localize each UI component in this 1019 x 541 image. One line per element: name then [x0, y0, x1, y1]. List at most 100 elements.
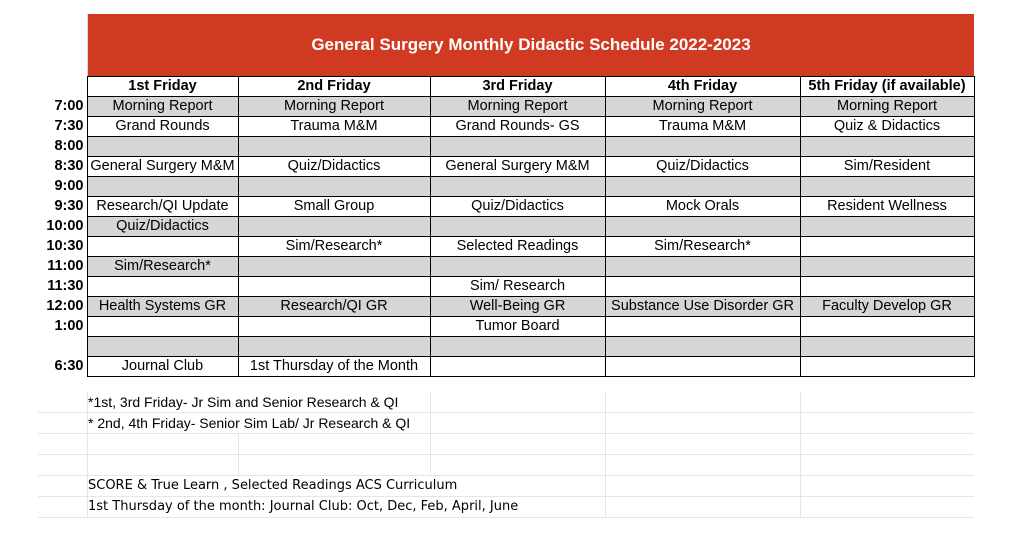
time-label[interactable]: 10:30: [46, 238, 84, 254]
schedule-cell[interactable]: Quiz/Didactics: [237, 156, 431, 177]
schedule-cell[interactable]: [429, 176, 606, 197]
schedule-cell[interactable]: [429, 356, 606, 377]
note-row: 1st Thursday of the month: Journal Club:…: [38, 497, 974, 518]
column-header[interactable]: 1st Friday: [86, 76, 239, 97]
time-label[interactable]: [38, 337, 87, 357]
note-text[interactable]: 1st Thursday of the month: Journal Club:…: [88, 497, 521, 517]
schedule-cell[interactable]: Morning Report: [86, 96, 239, 117]
schedule-cell[interactable]: [799, 316, 975, 337]
schedule-cell[interactable]: Quiz/Didactics: [604, 156, 801, 177]
schedule-cell[interactable]: Grand Rounds- GS: [429, 116, 606, 137]
schedule-cell[interactable]: Morning Report: [429, 96, 606, 117]
schedule-cell[interactable]: [237, 276, 431, 297]
schedule-cell[interactable]: Morning Report: [799, 96, 975, 117]
schedule-cell[interactable]: [429, 136, 606, 157]
header-row: 1st Friday 2nd Friday 3rd Friday 4th Fri…: [38, 76, 975, 97]
schedule-cell[interactable]: Grand Rounds: [86, 116, 239, 137]
schedule-cell[interactable]: [799, 176, 975, 197]
schedule-cell[interactable]: [604, 176, 801, 197]
time-label[interactable]: 9:00: [54, 178, 84, 194]
schedule-cell[interactable]: [799, 216, 975, 237]
schedule-cell[interactable]: [429, 336, 606, 357]
schedule-cell[interactable]: [604, 316, 801, 337]
column-header[interactable]: 2nd Friday: [237, 76, 431, 97]
time-label[interactable]: 9:30: [54, 198, 84, 214]
time-label[interactable]: 7:00: [54, 98, 84, 114]
schedule-cell[interactable]: [429, 216, 606, 237]
schedule-cell[interactable]: [86, 136, 239, 157]
schedule-cell[interactable]: [799, 236, 975, 257]
schedule-row: 11:00 Sim/Research*: [38, 256, 975, 277]
schedule-cell[interactable]: Sim/ Research: [429, 276, 606, 297]
schedule-cell[interactable]: General Surgery M&M: [429, 156, 606, 177]
time-label[interactable]: 11:00: [47, 258, 84, 274]
schedule-cell[interactable]: [237, 176, 431, 197]
schedule-cell[interactable]: [237, 336, 431, 357]
note-text[interactable]: * 2nd, 4th Friday- Senior Sim Lab/ Jr Re…: [88, 413, 413, 433]
schedule-cell[interactable]: Quiz & Didactics: [799, 116, 975, 137]
time-label[interactable]: 1:00: [54, 318, 84, 334]
time-label[interactable]: 6:30: [54, 358, 84, 374]
schedule-cell[interactable]: Mock Orals: [604, 196, 801, 217]
schedule-cell[interactable]: [86, 236, 239, 257]
schedule-cell[interactable]: Sim/Research*: [86, 256, 239, 277]
schedule-cell[interactable]: [604, 216, 801, 237]
time-label[interactable]: 8:30: [54, 158, 84, 174]
schedule-cell[interactable]: [799, 276, 975, 297]
schedule-cell[interactable]: Quiz/Didactics: [429, 196, 606, 217]
time-label[interactable]: 7:30: [54, 118, 84, 134]
note-text[interactable]: *1st, 3rd Friday- Jr Sim and Senior Rese…: [88, 392, 401, 412]
schedule-cell[interactable]: [86, 176, 239, 197]
time-label[interactable]: 10:00: [46, 218, 84, 234]
schedule-cell[interactable]: [86, 316, 239, 337]
column-header[interactable]: 4th Friday: [604, 76, 801, 97]
schedule-cell[interactable]: [604, 276, 801, 297]
schedule-cell[interactable]: Well-Being GR: [429, 296, 606, 317]
schedule-cell[interactable]: [237, 216, 431, 237]
schedule-cell[interactable]: [86, 276, 239, 297]
schedule-cell[interactable]: [799, 136, 975, 157]
header-corner: [38, 77, 87, 97]
schedule-cell[interactable]: [799, 256, 975, 277]
schedule-cell[interactable]: Trauma M&M: [604, 116, 801, 137]
column-header[interactable]: 3rd Friday: [429, 76, 606, 97]
note-row: SCORE & True Learn , Selected Readings A…: [38, 476, 974, 497]
schedule-cell[interactable]: Health Systems GR: [86, 296, 239, 317]
schedule-cell[interactable]: General Surgery M&M: [86, 156, 239, 177]
schedule-row: 12:00 Health Systems GR Research/QI GR Well…: [38, 296, 975, 317]
schedule-cell[interactable]: [604, 356, 801, 377]
schedule-cell[interactable]: Quiz/Didactics: [86, 216, 239, 237]
schedule-cell[interactable]: Journal Club: [86, 356, 239, 377]
schedule-cell[interactable]: [604, 256, 801, 277]
schedule-cell[interactable]: [237, 256, 431, 277]
schedule-cell[interactable]: Small Group: [237, 196, 431, 217]
schedule-cell[interactable]: Trauma M&M: [237, 116, 431, 137]
time-label[interactable]: 8:00: [54, 138, 84, 154]
schedule-cell[interactable]: [799, 356, 975, 377]
schedule-cell[interactable]: Morning Report: [237, 96, 431, 117]
schedule-cell[interactable]: [799, 336, 975, 357]
schedule-cell[interactable]: Research/QI GR: [237, 296, 431, 317]
column-header[interactable]: 5th Friday (if available): [799, 76, 975, 97]
schedule-cell[interactable]: Faculty Develop GR: [799, 296, 975, 317]
schedule-cell[interactable]: [237, 316, 431, 337]
schedule-cell[interactable]: Morning Report: [604, 96, 801, 117]
time-label[interactable]: 12:00: [46, 298, 84, 314]
schedule-cell[interactable]: Sim/Research*: [237, 236, 431, 257]
schedule-cell[interactable]: Tumor Board: [429, 316, 606, 337]
schedule-cell[interactable]: [237, 136, 431, 157]
schedule-cell[interactable]: Sim/Research*: [604, 236, 801, 257]
schedule-cell[interactable]: Selected Readings: [429, 236, 606, 257]
schedule-cell[interactable]: Resident Wellness: [799, 196, 975, 217]
schedule-cell[interactable]: [604, 136, 801, 157]
schedule-cell[interactable]: [86, 336, 239, 357]
schedule-row: 7:00 Morning Report Morning Report Morning …: [38, 96, 975, 117]
schedule-cell[interactable]: Sim/Resident: [799, 156, 975, 177]
note-text[interactable]: SCORE & True Learn , Selected Readings A…: [88, 476, 460, 496]
schedule-cell[interactable]: Research/QI Update: [86, 196, 239, 217]
schedule-cell[interactable]: Substance Use Disorder GR: [604, 296, 801, 317]
time-label[interactable]: 11:30: [47, 278, 84, 294]
schedule-cell[interactable]: [604, 336, 801, 357]
schedule-cell[interactable]: [429, 256, 606, 277]
schedule-cell[interactable]: 1st Thursday of the Month: [237, 356, 431, 377]
